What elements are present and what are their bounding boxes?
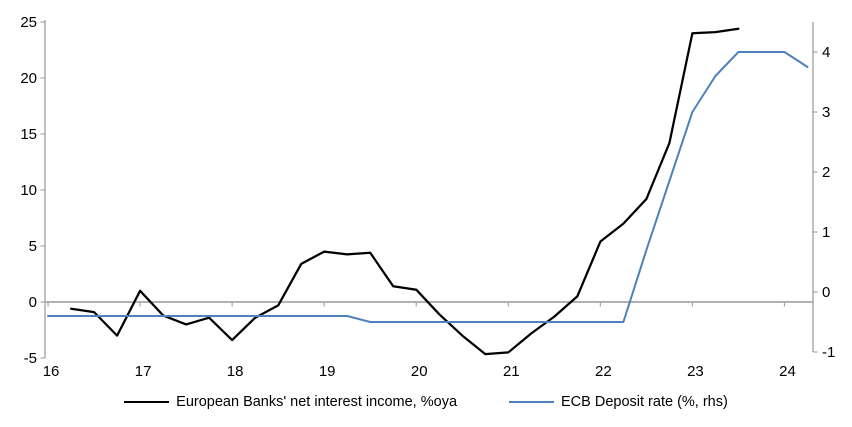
x-tick-label: 21 [503,363,520,380]
left-axis-label: 20 [20,70,37,87]
x-tick-label: 23 [687,363,704,380]
x-tick-label: 20 [411,363,428,380]
left-axis-label: 25 [20,14,37,31]
left-axis-label: -5 [24,350,37,367]
series-line-0 [69,27,740,356]
right-axis-label: 1 [822,224,830,241]
right-axis-label: 4 [822,44,830,61]
left-axis-label: 5 [29,238,37,255]
x-tick-label: 22 [595,363,612,380]
series-layer [47,27,809,356]
left-axis-label: 15 [20,126,37,143]
right-axis-label: -1 [822,344,835,361]
x-tick-label: 19 [319,363,336,380]
black-line-sample [124,401,170,403]
right-axis-label: 3 [822,104,830,121]
x-tick-label: 17 [135,363,152,380]
left-axis-label: 10 [20,182,37,199]
x-tick-label: 18 [227,363,244,380]
blue-line-sample [509,401,555,403]
left-axis-label: 0 [29,294,37,311]
x-tick-label: 16 [43,363,60,380]
x-tick-label: 24 [779,363,796,380]
legend-label-net-interest-income: European Banks' net interest income, %oy… [176,394,458,410]
right-axis-label: 2 [822,164,830,181]
legend-label-ecb-deposit-rate: ECB Deposit rate (%, rhs) [561,394,728,410]
legend: European Banks' net interest income, %oy… [0,394,852,410]
right-axis-label: 0 [822,284,830,301]
legend-item-net-interest-income: European Banks' net interest income, %oy… [124,394,457,410]
legend-item-ecb-deposit-rate: ECB Deposit rate (%, rhs) [509,394,728,410]
series-line-1 [47,51,809,323]
